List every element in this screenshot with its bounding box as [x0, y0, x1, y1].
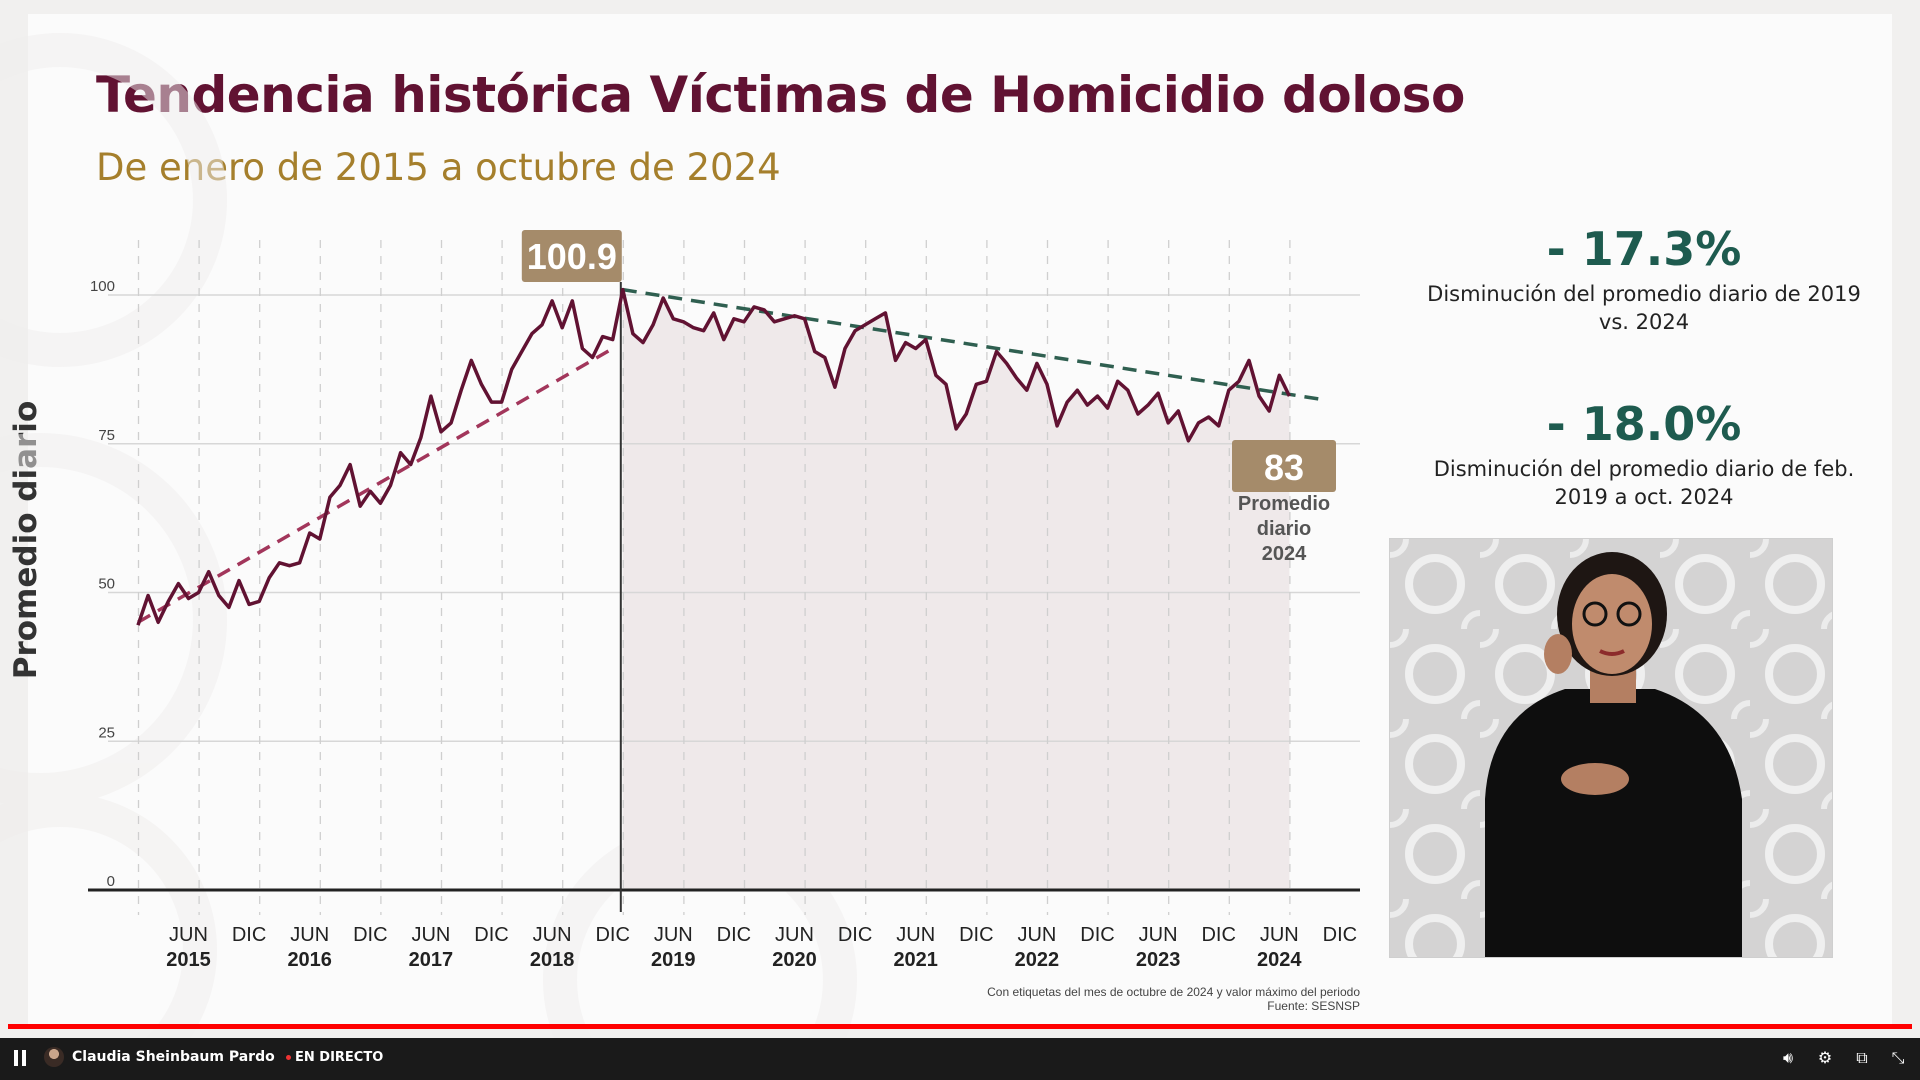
- y-tick-label: 0: [107, 873, 115, 890]
- video-progress-bar[interactable]: [8, 1024, 1912, 1029]
- y-tick-label: 75: [98, 427, 115, 444]
- x-tick-label: JUN: [169, 924, 208, 946]
- pause-icon[interactable]: [14, 1050, 28, 1066]
- stat-description: Disminución del promedio diario de feb. …: [1433, 457, 1855, 509]
- y-tick-label: 100: [90, 278, 115, 295]
- volume-icon[interactable]: 🔊︎: [1782, 1048, 1794, 1067]
- x-tick-label: DIC: [1323, 924, 1357, 946]
- x-tick-year-label: 2022: [1015, 949, 1060, 971]
- sign-language-interpreter-video: [1389, 538, 1833, 958]
- last-value-caption: Promedio: [1238, 493, 1330, 515]
- x-tick-label: DIC: [717, 924, 751, 946]
- miniplayer-icon[interactable]: ⧉︎: [1856, 1048, 1868, 1067]
- x-tick-year-label: 2016: [287, 949, 332, 971]
- x-tick-label: JUN: [1139, 924, 1178, 946]
- x-tick-label: DIC: [1080, 924, 1114, 946]
- ornament-swirl: [0, 33, 227, 367]
- x-tick-label: DIC: [595, 924, 629, 946]
- x-tick-year-label: 2015: [166, 949, 211, 971]
- max-value-label: 100.9: [527, 236, 617, 277]
- x-tick-year-label: 2024: [1257, 949, 1302, 971]
- live-dot-icon: [286, 1055, 291, 1060]
- x-tick-label: JUN: [775, 924, 814, 946]
- last-value-badge: [1232, 440, 1336, 492]
- stat-feb2019-to-oct2024: - 18.0% Disminución del promedio diario …: [1424, 397, 1864, 511]
- live-badge: EN DIRECTO: [286, 1050, 383, 1065]
- x-tick-label: JUN: [533, 924, 572, 946]
- interpreter-figure: [1390, 539, 1832, 957]
- x-tick-label: DIC: [838, 924, 872, 946]
- y-tick-label: 25: [98, 724, 115, 741]
- trend-line: [622, 287, 1320, 401]
- x-tick-year-label: 2021: [893, 949, 938, 971]
- series-line: [136, 287, 1291, 626]
- x-tick-label: DIC: [1201, 924, 1235, 946]
- exit-fullscreen-icon[interactable]: ⤡︎: [1891, 1048, 1905, 1067]
- x-tick-label: DIC: [353, 924, 387, 946]
- x-tick-label: DIC: [232, 924, 266, 946]
- settings-icon[interactable]: ⚙︎: [1817, 1048, 1833, 1067]
- x-tick-label: JUN: [290, 924, 329, 946]
- last-value-caption: 2024: [1262, 543, 1307, 565]
- ornament-swirl: [0, 433, 227, 807]
- last-value-caption: diario: [1257, 518, 1311, 540]
- stat-value: - 17.3%: [1546, 222, 1742, 276]
- x-tick-label: DIC: [959, 924, 993, 946]
- avatar[interactable]: [44, 1047, 64, 1067]
- x-tick-label: JUN: [654, 924, 693, 946]
- x-tick-label: JUN: [1260, 924, 1299, 946]
- stat-2019-vs-2024: - 17.3% Disminución del promedio diario …: [1424, 222, 1864, 336]
- chart-footnote: Con etiquetas del mes de octubre de 2024…: [987, 985, 1360, 999]
- stat-value: - 18.0%: [1546, 397, 1742, 451]
- x-tick-label: JUN: [896, 924, 935, 946]
- x-tick-year-label: 2020: [772, 949, 817, 971]
- stat-description: Disminución del promedio diario de 2019 …: [1427, 282, 1861, 334]
- y-tick-label: 50: [98, 576, 115, 593]
- live-label: EN DIRECTO: [295, 1050, 384, 1065]
- trend-line: [137, 347, 614, 624]
- video-control-bar: [0, 1038, 1920, 1080]
- page-title: Tendencia histórica Víctimas de Homicidi…: [96, 66, 1465, 124]
- x-tick-year-label: 2023: [1136, 949, 1181, 971]
- x-tick-label: JUN: [411, 924, 450, 946]
- shaded-area: [622, 289, 1290, 890]
- x-tick-label: JUN: [1017, 924, 1056, 946]
- channel-name[interactable]: Claudia Sheinbaum Pardo: [72, 1049, 275, 1065]
- x-tick-year-label: 2019: [651, 949, 696, 971]
- x-tick-label: DIC: [474, 924, 508, 946]
- ornament-swirl: [0, 793, 217, 1080]
- last-value-label: 83: [1264, 447, 1304, 488]
- x-tick-year-label: 2018: [530, 949, 575, 971]
- chart-footnote: Fuente: SESNSP: [1267, 999, 1360, 1013]
- x-tick-year-label: 2017: [409, 949, 454, 971]
- max-value-badge: [521, 230, 622, 282]
